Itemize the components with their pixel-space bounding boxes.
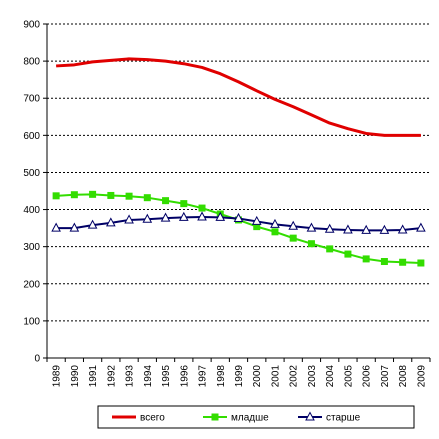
y-tick-label: 200 (23, 279, 40, 290)
x-tick-label: 2009 (416, 365, 427, 388)
x-tick-label: 1994 (143, 365, 154, 388)
x-tick-label: 2006 (362, 365, 373, 388)
x-tick-label: 1996 (179, 365, 190, 388)
legend-label: младше (231, 413, 269, 424)
data-point (397, 224, 408, 234)
axes (43, 23, 431, 362)
series-line (56, 57, 421, 137)
plot-area (47, 24, 430, 358)
y-tick-label: 700 (23, 94, 40, 105)
data-point (125, 192, 133, 200)
y-tick-label: 0 (34, 354, 40, 365)
x-tick-label: 2001 (270, 365, 281, 388)
legend-marker (305, 411, 315, 421)
x-tick-label: 1990 (70, 365, 81, 388)
data-point (215, 211, 226, 221)
data-point (307, 240, 315, 248)
data-point (162, 197, 170, 205)
y-tick-label: 500 (23, 168, 40, 179)
data-point (142, 213, 153, 223)
data-point (253, 223, 261, 231)
x-tick-label: 1992 (106, 365, 117, 388)
data-point (343, 224, 353, 234)
data-point (143, 194, 151, 202)
data-point (89, 190, 97, 198)
data-point (288, 220, 299, 230)
y-tick-label: 900 (23, 20, 40, 31)
x-tick-label: 2007 (380, 365, 391, 388)
data-point (344, 250, 352, 258)
x-tick-label: 1991 (88, 365, 99, 388)
y-tick-labels: 0 100 200 300 400 500 600 700 800 900 (23, 20, 40, 365)
data-point (180, 200, 188, 208)
y-tick-label: 400 (23, 205, 40, 216)
data-point (124, 214, 134, 224)
data-point (324, 223, 335, 233)
data-point (197, 211, 207, 221)
x-tick-label: 2003 (307, 365, 318, 388)
x-tick-label: 2002 (289, 365, 300, 388)
data-point (416, 222, 426, 232)
data-point (70, 191, 78, 199)
y-tick-label: 100 (23, 316, 40, 327)
legend-label: старше (326, 413, 361, 424)
x-tick-label: 1997 (198, 365, 209, 388)
data-point (379, 224, 390, 234)
data-point (270, 218, 280, 228)
data-point (361, 224, 371, 234)
x-tick-label: 1995 (161, 365, 172, 388)
data-point (251, 215, 262, 225)
x-tick-label: 1998 (216, 365, 227, 388)
y-tick-label: 800 (23, 57, 40, 68)
data-point (289, 234, 297, 242)
data-point (51, 222, 61, 232)
data-point (399, 258, 407, 266)
data-point (160, 212, 171, 222)
x-tick-label: 2004 (325, 365, 336, 388)
x-tick-label: 2005 (343, 365, 354, 388)
data-point (106, 217, 116, 227)
data-point (107, 191, 115, 199)
series-layer (51, 57, 426, 267)
data-point (271, 228, 279, 236)
data-point (306, 222, 317, 232)
x-tick-label: 1989 (52, 365, 63, 388)
data-point (52, 192, 60, 200)
data-point (198, 204, 206, 212)
data-point (417, 259, 425, 267)
x-tick-label: 1999 (234, 365, 245, 388)
data-point (69, 222, 80, 232)
x-tick-label: 1993 (125, 365, 136, 388)
data-point (326, 245, 334, 253)
data-point (87, 219, 98, 229)
data-point (178, 211, 189, 221)
data-point (233, 212, 244, 222)
y-tick-label: 600 (23, 131, 40, 142)
x-tick-label: 2000 (252, 365, 263, 388)
data-point (362, 255, 370, 263)
y-tick-label: 300 (23, 242, 40, 253)
legend-box (97, 405, 415, 429)
data-point (380, 258, 388, 266)
x-tick-label: 2008 (398, 365, 409, 388)
x-tick-labels: 1989 1990 1991 1992 1993 1994 1995 1996 1997 1998… (52, 365, 428, 388)
legend-label: всего (140, 413, 165, 424)
legend: всего младше старше (97, 405, 415, 429)
legend-marker (211, 413, 219, 421)
